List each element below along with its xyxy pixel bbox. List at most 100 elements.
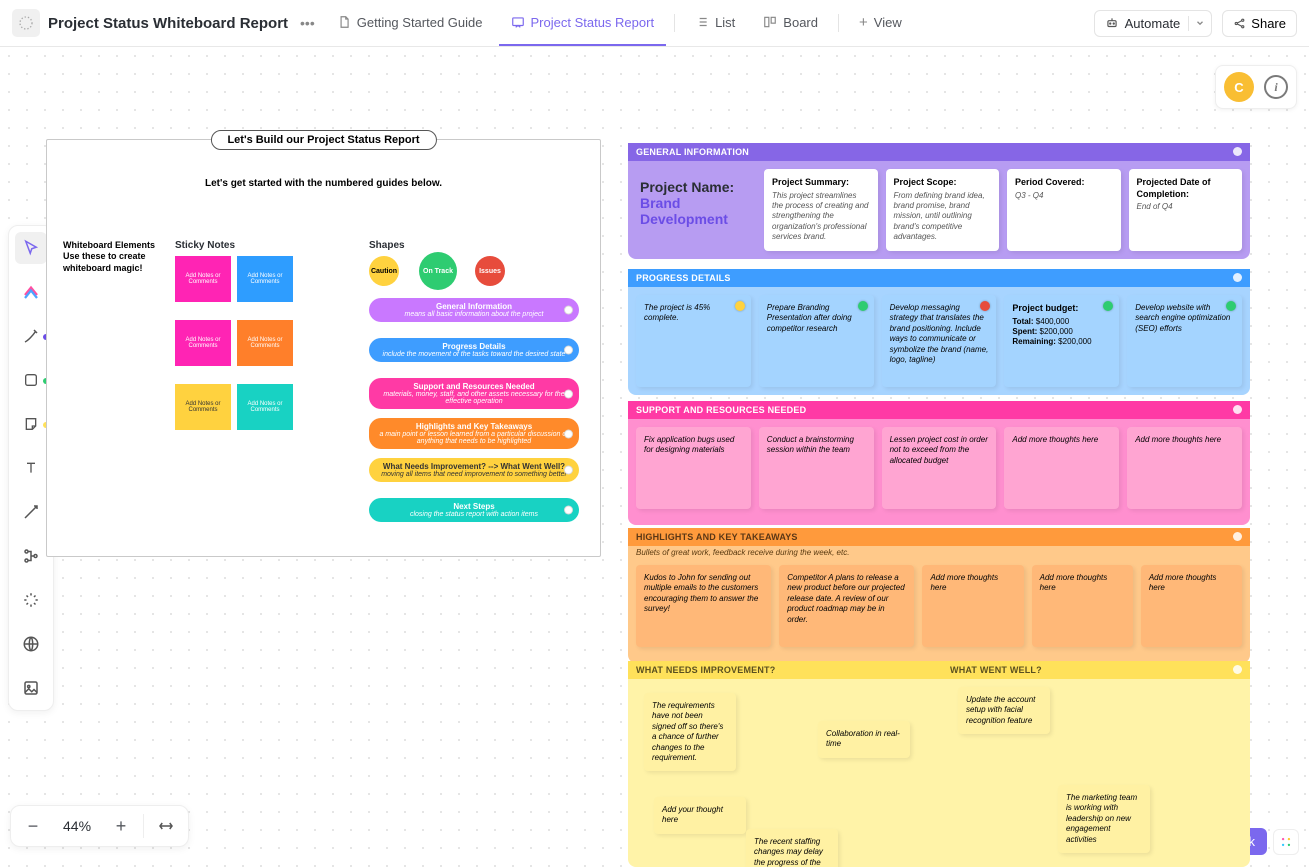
connector-tool[interactable] xyxy=(15,496,47,528)
sticky-note[interactable]: Add Notes or Comments xyxy=(175,256,231,302)
zoom-fit-button[interactable] xyxy=(144,805,188,847)
highlights-sub: Bullets of great work, feedback receive … xyxy=(628,546,1250,557)
info-card[interactable]: Project Summary:This project streamlines… xyxy=(764,169,878,251)
section-header: SUPPORT AND RESOURCES NEEDED xyxy=(628,401,1250,419)
shape-issues[interactable]: Issues xyxy=(475,256,505,286)
section-header: PROGRESS DETAILS xyxy=(628,269,1250,287)
doc-icon[interactable] xyxy=(12,9,40,37)
guide-frame[interactable]: Let's Build our Project Status Report Le… xyxy=(46,139,601,557)
pointer-tool[interactable] xyxy=(15,232,47,264)
tab-label: View xyxy=(874,15,902,30)
info-card[interactable]: Projected Date of Completion:End of Q4 xyxy=(1129,169,1243,251)
section-support[interactable]: SUPPORT AND RESOURCES NEEDED Fix applica… xyxy=(628,401,1250,525)
frame-subtitle: Let's get started with the numbered guid… xyxy=(205,178,442,189)
whiteboard-canvas[interactable]: C i xyxy=(0,47,1309,867)
shape-ontrack[interactable]: On Track xyxy=(419,252,457,290)
section-progress[interactable]: PROGRESS DETAILS The project is 45% comp… xyxy=(628,269,1250,395)
progress-card[interactable]: Develop messaging strategy that translat… xyxy=(882,295,997,387)
support-card[interactable]: Add more thoughts here xyxy=(1004,427,1119,509)
info-card[interactable]: Period Covered:Q3 - Q4 xyxy=(1007,169,1121,251)
diagram-tool[interactable] xyxy=(15,540,47,572)
clickup-tool[interactable] xyxy=(15,276,47,308)
section-header: HIGHLIGHTS AND KEY TAKEAWAYS xyxy=(628,528,1250,546)
ai-tool[interactable] xyxy=(15,584,47,616)
section-header: GENERAL INFORMATION xyxy=(628,143,1250,161)
tab-label: Board xyxy=(783,15,818,30)
divider xyxy=(838,14,839,32)
support-card[interactable]: Conduct a brainstorming session within t… xyxy=(759,427,874,509)
highlight-card[interactable]: Add more thoughts here xyxy=(1141,565,1242,647)
support-card[interactable]: Fix application bugs used for designing … xyxy=(636,427,751,509)
shape-caution[interactable]: Caution xyxy=(369,256,399,286)
list-icon xyxy=(695,15,709,29)
web-tool[interactable] xyxy=(15,628,47,660)
legend-bar[interactable]: General Informationmeans all basic infor… xyxy=(369,298,579,322)
progress-card[interactable]: Prepare Branding Presentation after doin… xyxy=(759,295,874,387)
avatar[interactable]: C xyxy=(1224,72,1254,102)
sticky-note[interactable]: Add Notes or Comments xyxy=(175,384,231,430)
tab-label: Project Status Report xyxy=(531,15,655,30)
legend-bar[interactable]: Progress Detailsinclude the movement of … xyxy=(369,338,579,362)
info-card[interactable]: Project Scope:From defining brand idea, … xyxy=(886,169,1000,251)
automate-button[interactable]: Automate xyxy=(1094,10,1213,37)
wentwell-note[interactable]: Update the account setup with facial rec… xyxy=(958,687,1050,734)
progress-card[interactable]: The project is 45% complete. xyxy=(636,295,751,387)
legend-bar[interactable]: Highlights and Key Takeawaysa main point… xyxy=(369,418,579,449)
highlight-card[interactable]: Add more thoughts here xyxy=(922,565,1023,647)
project-name-label: Project Name: xyxy=(640,179,752,195)
zoom-level[interactable]: 44% xyxy=(55,818,99,834)
highlight-card[interactable]: Add more thoughts here xyxy=(1032,565,1133,647)
doc-small-icon xyxy=(337,15,351,29)
tab-list[interactable]: List xyxy=(683,0,747,46)
section-general[interactable]: GENERAL INFORMATION Project Name: Brand … xyxy=(628,143,1250,259)
section-highlights[interactable]: HIGHLIGHTS AND KEY TAKEAWAYS Bullets of … xyxy=(628,528,1250,663)
robot-icon xyxy=(1105,16,1119,30)
page-title[interactable]: Project Status Whiteboard Report xyxy=(48,15,288,32)
board-icon xyxy=(763,15,777,29)
elements-heading: Whiteboard Elements Use these to create … xyxy=(63,240,163,274)
presence-panel: C i xyxy=(1215,65,1297,109)
automate-label: Automate xyxy=(1125,16,1181,31)
pen-tool[interactable] xyxy=(15,320,47,352)
chevron-down-icon[interactable] xyxy=(1188,16,1205,31)
improvement-note[interactable]: Add your thought here xyxy=(654,797,746,834)
legend-bar[interactable]: What Needs Improvement? --> What Went We… xyxy=(369,458,579,482)
highlight-card[interactable]: Competitor A plans to release a new prod… xyxy=(779,565,914,647)
text-tool[interactable] xyxy=(15,452,47,484)
improvement-note[interactable]: The requirements have not been signed of… xyxy=(644,693,736,771)
sticky-note[interactable]: Add Notes or Comments xyxy=(175,320,231,366)
tab-project-status[interactable]: Project Status Report xyxy=(499,0,667,46)
more-icon[interactable]: ••• xyxy=(294,15,321,31)
tab-getting-started[interactable]: Getting Started Guide xyxy=(325,0,495,46)
zoom-in-button[interactable]: + xyxy=(99,805,143,847)
share-icon xyxy=(1233,17,1246,30)
support-card[interactable]: Add more thoughts here xyxy=(1127,427,1242,509)
improvement-note[interactable]: Collaboration in real-time xyxy=(818,721,910,758)
share-label: Share xyxy=(1251,16,1286,31)
image-tool[interactable] xyxy=(15,672,47,704)
tab-add-view[interactable]: + View xyxy=(847,0,914,46)
support-card[interactable]: Lessen project cost in order not to exce… xyxy=(882,427,997,509)
whiteboard-icon xyxy=(511,15,525,29)
progress-card[interactable]: Project budget:Total: $400,000Spent: $20… xyxy=(1004,295,1119,387)
legend-bar[interactable]: Next Stepsclosing the status report with… xyxy=(369,498,579,522)
tab-label: List xyxy=(715,15,735,30)
sticky-note[interactable]: Add Notes or Comments xyxy=(237,384,293,430)
shapes-heading: Shapes xyxy=(369,240,405,251)
sticky-tool[interactable] xyxy=(15,408,47,440)
zoom-out-button[interactable]: − xyxy=(11,805,55,847)
sticky-note[interactable]: Add Notes or Comments xyxy=(237,320,293,366)
apps-button[interactable] xyxy=(1273,829,1299,855)
improvement-note[interactable]: The recent staffing changes may delay th… xyxy=(746,829,838,867)
info-icon[interactable]: i xyxy=(1264,75,1288,99)
tab-board[interactable]: Board xyxy=(751,0,830,46)
sticky-note[interactable]: Add Notes or Comments xyxy=(237,256,293,302)
section-improvement[interactable]: WHAT NEEDS IMPROVEMENT? WHAT WENT WELL? … xyxy=(628,661,1250,867)
shape-tool[interactable] xyxy=(15,364,47,396)
legend-bar[interactable]: Support and Resources Neededmaterials, m… xyxy=(369,378,579,409)
highlight-card[interactable]: Kudos to John for sending out multiple e… xyxy=(636,565,771,647)
zoom-control: − 44% + xyxy=(10,805,189,847)
wentwell-note[interactable]: The marketing team is working with leade… xyxy=(1058,785,1150,853)
progress-card[interactable]: Develop website with search engine optim… xyxy=(1127,295,1242,387)
share-button[interactable]: Share xyxy=(1222,10,1297,37)
